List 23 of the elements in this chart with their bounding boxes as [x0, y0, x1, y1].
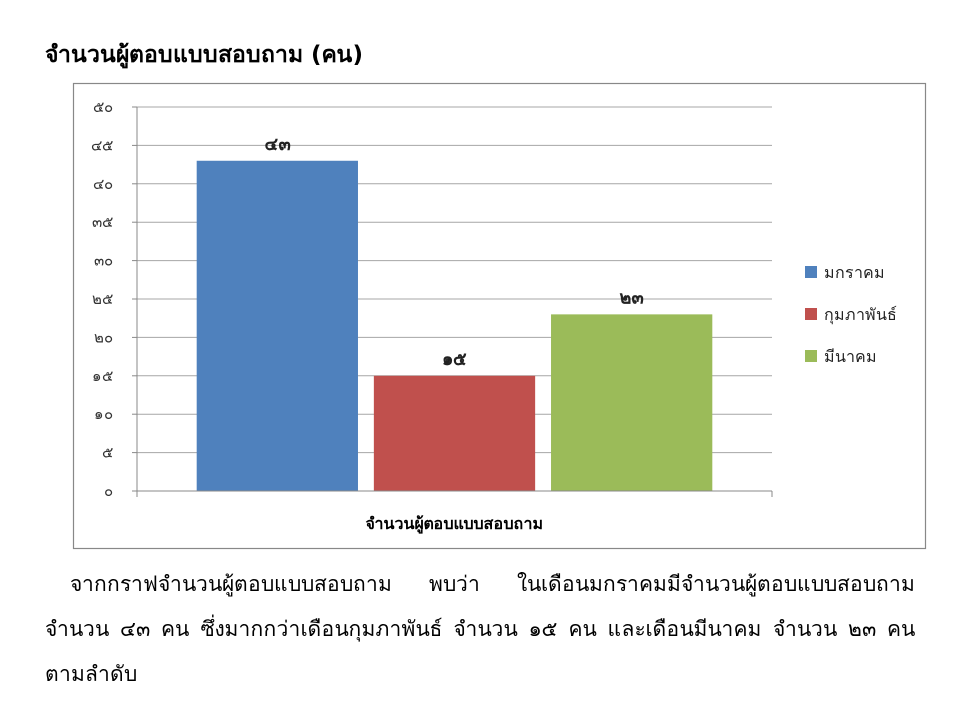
bar — [374, 376, 536, 491]
x-tick-label: จำนวนผู้ตอบแบบสอบถาม — [366, 514, 544, 535]
y-tick-label: ๒๕ — [92, 290, 113, 308]
y-tick-label: ๑๐ — [94, 405, 113, 424]
legend-label: มีนาคม — [824, 347, 877, 366]
data-label: ๒๓ — [620, 287, 644, 308]
y-tick-label: ๓๐ — [94, 252, 113, 270]
y-tick-label: ๔๐ — [93, 174, 113, 193]
legend-label: กุมภาพันธ์ — [824, 305, 897, 325]
y-tick-label: ๔๕ — [91, 136, 113, 154]
y-tick-label: ๑๕ — [92, 366, 113, 385]
y-tick-label: ๐ — [104, 482, 113, 500]
data-label: ๑๕ — [442, 348, 467, 370]
data-label: ๔๓ — [264, 134, 290, 155]
y-tick-label: ๒๐ — [94, 328, 113, 346]
bar — [196, 160, 358, 491]
bar — [551, 314, 712, 491]
y-tick-label: ๓๕ — [92, 213, 113, 232]
y-tick-label: ๕ — [102, 444, 113, 462]
text: จากกราฟจำนวนผู้ตอบแบบสอบถาม พบว่า ในเดือนมกราคมมีจำนวนผู้ตอบแบบสอบถาม จำนวน ๔๓ คน ซึ่งมากกว่าเดือนกุมภาพันธ์ จำนวน ๑๕ คน และเดือนมีนาคม จำนวน ๒๓ คน ตามลำดับ — [45, 571, 915, 688]
legend-label: มกราคม — [824, 263, 885, 282]
y-tick-label: ๕๐ — [93, 98, 113, 116]
chart-title: จำนวนผู้ตอบแบบสอบถาม (คน) — [45, 41, 364, 70]
